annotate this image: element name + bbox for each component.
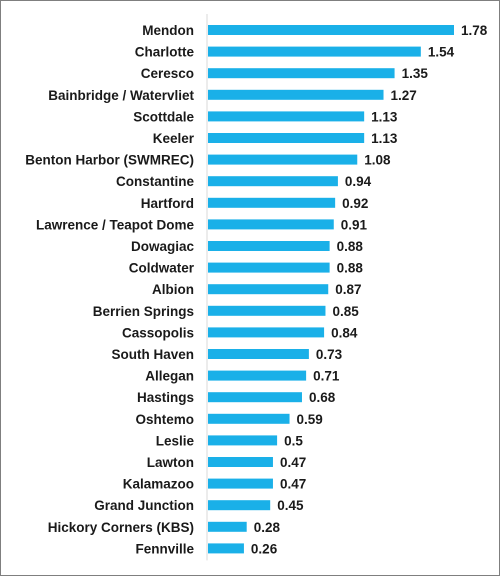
value-label-24: 0.26 [251,541,278,556]
category-label-19: Leslie [156,433,195,448]
bar-16 [208,370,307,381]
bar-0 [208,25,454,35]
bar-9 [208,219,334,230]
value-label-17: 0.68 [309,390,336,405]
category-label-3: Bainbridge / Watervliet [48,88,194,103]
bar-6 [208,154,358,165]
value-label-4: 1.13 [371,109,398,124]
value-label-22: 0.45 [277,498,304,513]
bar-12 [208,284,329,295]
bar-21 [208,478,273,489]
category-label-2: Ceresco [141,66,194,81]
category-label-10: Dowagiac [131,239,195,254]
value-label-2: 1.35 [402,66,429,81]
category-label-0: Mendon [142,23,194,38]
value-label-19: 0.5 [284,433,303,448]
value-label-18: 0.59 [297,412,323,427]
bar-19 [208,435,278,446]
value-label-16: 0.71 [313,369,340,384]
value-label-15: 0.73 [316,347,343,362]
bar-18 [208,413,290,424]
category-label-12: Albion [152,282,194,297]
category-label-14: Cassopolis [122,325,194,340]
category-label-22: Grand Junction [94,498,194,513]
category-label-9: Lawrence / Teapot Dome [36,217,195,232]
value-label-9: 0.91 [341,217,368,232]
category-label-11: Coldwater [129,261,195,276]
value-label-0: 1.78 [461,23,488,38]
value-label-7: 0.94 [345,174,372,189]
category-label-4: Scottdale [133,109,194,124]
bar-22 [208,500,271,511]
category-label-8: Hartford [141,196,194,211]
value-label-13: 0.85 [332,304,359,319]
bar-8 [208,197,336,208]
category-label-5: Keeler [153,131,195,146]
category-label-6: Benton Harbor (SWMREC) [25,153,194,168]
bar-1 [208,46,421,57]
category-label-20: Lawton [147,455,194,470]
category-label-1: Charlotte [135,45,195,60]
value-label-3: 1.27 [391,88,417,103]
category-label-15: South Haven [111,347,194,362]
value-label-14: 0.84 [331,325,358,340]
bar-5 [208,133,365,143]
value-label-8: 0.92 [342,196,368,211]
category-label-17: Hastings [137,390,194,405]
bar-3 [208,89,384,100]
value-label-11: 0.88 [337,261,364,276]
value-label-5: 1.13 [371,131,398,146]
category-label-18: Oshtemo [135,412,194,427]
category-label-13: Berrien Springs [93,304,194,319]
value-label-1: 1.54 [428,45,455,60]
bar-15 [208,349,309,359]
bar-7 [208,176,338,187]
value-label-6: 1.08 [364,153,391,168]
bar-4 [208,111,365,122]
bar-14 [208,327,325,338]
bar-11 [208,262,330,273]
bar-13 [208,305,326,316]
bar-2 [208,68,395,79]
bar-23 [208,521,247,532]
category-label-24: Fennville [135,541,194,556]
bar-10 [208,241,330,251]
category-label-7: Constantine [116,174,194,189]
category-label-16: Allegan [145,369,194,384]
value-label-10: 0.88 [337,239,364,254]
bar-17 [208,392,302,403]
value-label-23: 0.28 [254,520,281,535]
value-label-21: 0.47 [280,477,306,492]
category-label-23: Hickory Corners (KBS) [48,520,194,535]
value-label-12: 0.87 [335,282,361,297]
bar-24 [208,543,244,554]
bar-20 [208,457,273,467]
category-label-21: Kalamazoo [123,477,194,492]
value-label-20: 0.47 [280,455,306,470]
